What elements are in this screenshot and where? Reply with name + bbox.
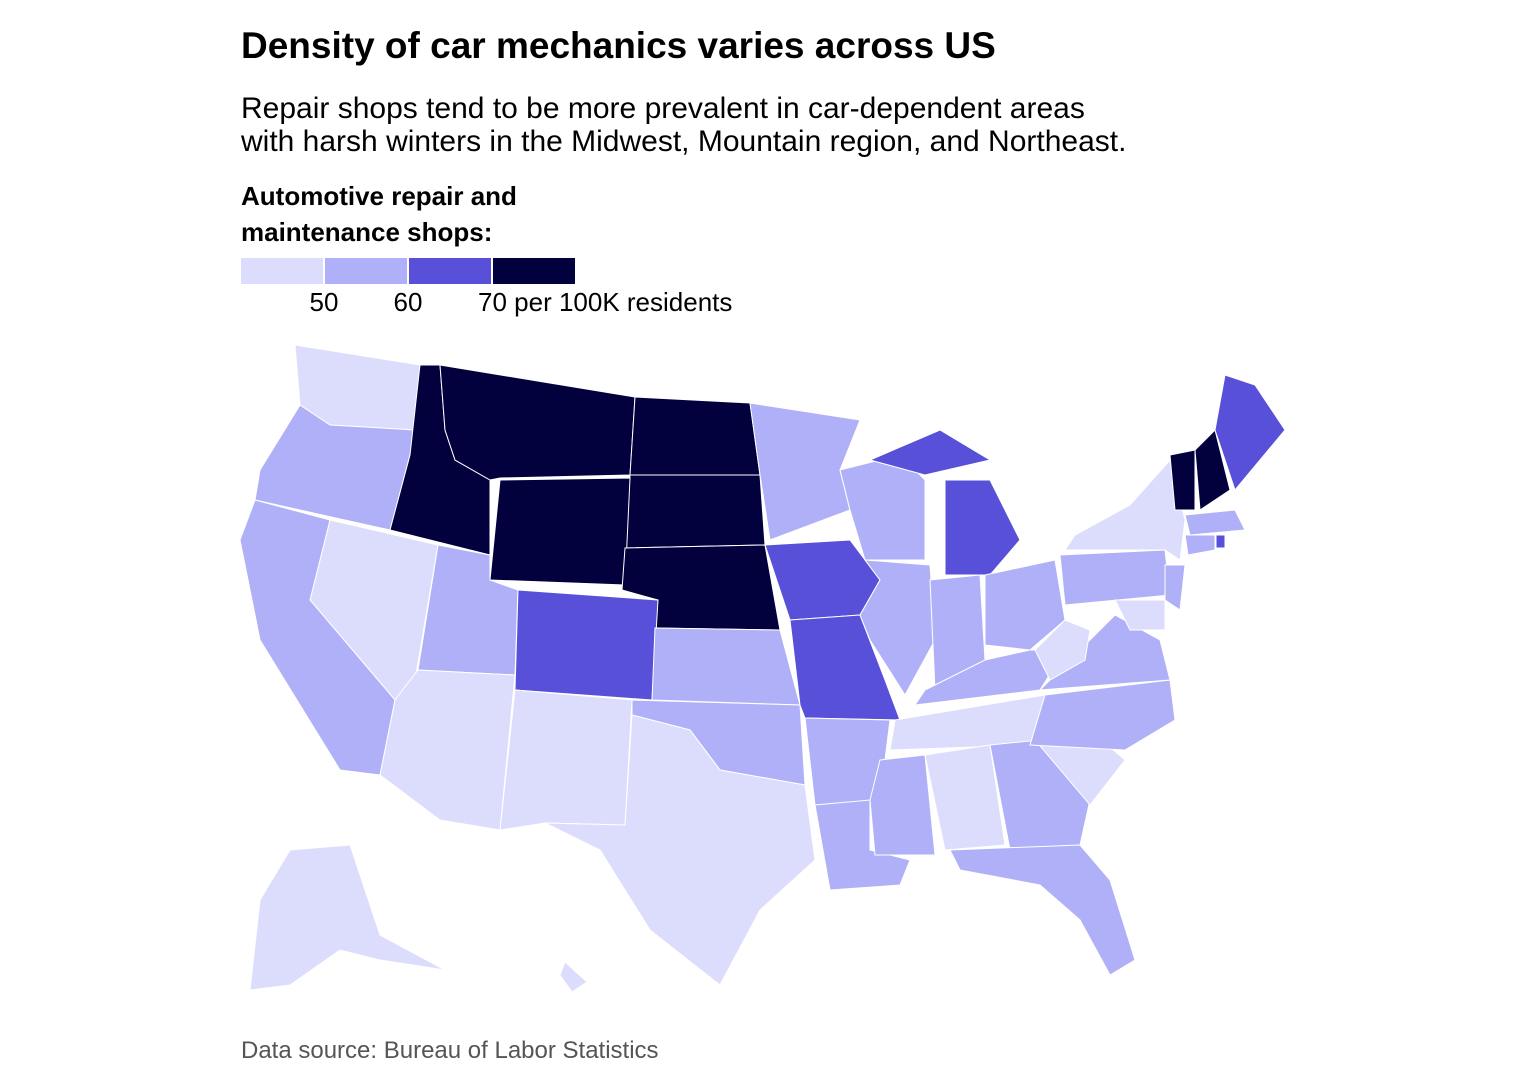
legend: 50 60 70 per 100K residents — [241, 258, 732, 317]
state — [624, 474, 766, 549]
state — [1064, 458, 1186, 561]
legend-swatch — [409, 258, 491, 284]
legend-tick-label: 50 — [310, 287, 339, 317]
state — [859, 559, 936, 696]
state — [924, 744, 1006, 851]
state — [984, 559, 1066, 651]
state — [1034, 619, 1091, 681]
state — [1194, 429, 1231, 511]
state — [1184, 534, 1216, 556]
state — [1114, 599, 1166, 631]
state — [1169, 449, 1196, 511]
state — [651, 627, 801, 706]
legend-title: maintenance shops: — [241, 217, 492, 247]
state — [944, 479, 1021, 576]
state — [868, 429, 992, 476]
states — [239, 344, 1286, 993]
subtitle: with harsh winters in the Midwest, Mount… — [240, 125, 1126, 158]
state — [439, 364, 636, 481]
state — [1214, 374, 1286, 492]
state — [869, 754, 936, 856]
subtitle: Repair shops tend to be more prevalent i… — [241, 92, 1085, 125]
legend-tick-label: 60 — [394, 287, 423, 317]
state — [514, 589, 659, 701]
title: Density of car mechanics varies across U… — [241, 25, 996, 66]
state — [499, 689, 633, 831]
legend-swatch — [493, 258, 575, 284]
state — [559, 961, 588, 993]
legend-swatch — [241, 258, 323, 284]
state — [1184, 509, 1246, 536]
state — [1059, 549, 1171, 606]
state — [1029, 679, 1176, 751]
state — [489, 477, 631, 586]
legend-tick-label: 70 per 100K residents — [478, 287, 732, 317]
state — [1215, 534, 1226, 549]
state — [1164, 564, 1186, 611]
state — [249, 844, 446, 991]
legend-swatch — [325, 258, 407, 284]
state — [629, 396, 761, 476]
source: Data source: Bureau of Labor Statistics — [241, 1037, 659, 1064]
state — [544, 714, 816, 986]
legend-title: Automotive repair and — [241, 181, 517, 211]
state — [949, 844, 1136, 976]
state — [379, 669, 516, 831]
